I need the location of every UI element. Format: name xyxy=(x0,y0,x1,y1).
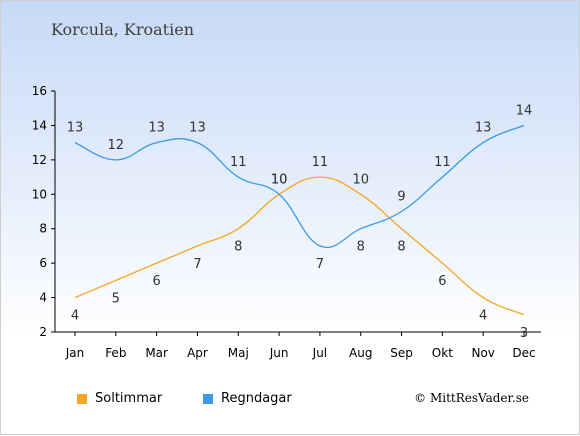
data-label-regndagar: 10 xyxy=(271,172,288,187)
x-tick-label: Maj xyxy=(228,346,249,360)
x-tick-label: Okt xyxy=(432,346,453,360)
legend-swatch xyxy=(77,393,87,404)
legend-item-soltimmar: Soltimmar xyxy=(77,391,162,406)
data-label-soltimmar: 6 xyxy=(438,274,446,289)
y-tick-label: 4 xyxy=(39,291,47,305)
copyright-text: © MittResVader.se xyxy=(414,391,529,405)
data-label-soltimmar: 8 xyxy=(397,240,405,255)
y-tick-label: 14 xyxy=(32,118,47,132)
y-tick-label: 8 xyxy=(39,222,47,236)
y-tick-label: 6 xyxy=(39,256,47,270)
data-label-regndagar: 11 xyxy=(230,155,247,170)
data-label-regndagar: 13 xyxy=(67,121,84,136)
x-tick-label: Sep xyxy=(390,346,413,360)
data-label-soltimmar: 8 xyxy=(234,240,242,255)
data-label-regndagar: 14 xyxy=(516,103,533,118)
y-tick-label: 2 xyxy=(39,325,47,339)
data-label-regndagar: 13 xyxy=(148,121,165,136)
x-tick-label: Dec xyxy=(512,346,535,360)
x-tick-label: Jun xyxy=(269,346,289,360)
x-tick-label: Nov xyxy=(471,346,494,360)
data-label-regndagar: 13 xyxy=(475,121,492,136)
data-label-soltimmar: 5 xyxy=(112,291,120,306)
data-label-soltimmar: 4 xyxy=(71,309,79,324)
chart-title: Korcula, Kroatien xyxy=(51,20,194,39)
data-label-soltimmar: 6 xyxy=(152,274,160,289)
data-label-regndagar: 12 xyxy=(108,138,125,153)
legend-swatch xyxy=(203,393,213,404)
legend-label: Soltimmar xyxy=(95,391,163,406)
series-line-regndagar xyxy=(74,124,525,249)
x-tick-label: Jan xyxy=(65,346,85,360)
data-label-soltimmar: 10 xyxy=(271,172,288,187)
data-label-soltimmar: 4 xyxy=(479,309,487,324)
x-tick-label: Mar xyxy=(145,346,168,360)
data-label-regndagar: 13 xyxy=(189,121,206,136)
data-label-soltimmar: 11 xyxy=(312,155,329,170)
x-tick-label: Apr xyxy=(187,346,208,360)
data-label-soltimmar: 10 xyxy=(352,172,369,187)
series-line-soltimmar xyxy=(74,176,525,316)
legend-label: Regndagar xyxy=(221,391,292,406)
y-tick-label: 10 xyxy=(32,187,47,201)
y-tick-label: 16 xyxy=(32,84,47,98)
y-tick-label: 12 xyxy=(32,153,47,167)
legend-item-regndagar: Regndagar xyxy=(203,391,292,406)
data-label-soltimmar: 7 xyxy=(193,257,201,272)
x-tick-label: Jul xyxy=(312,346,327,360)
x-tick-label: Aug xyxy=(349,346,372,360)
data-label-regndagar: 7 xyxy=(316,257,324,272)
data-label-soltimmar: 3 xyxy=(520,326,528,341)
x-tick-label: Feb xyxy=(105,346,126,360)
data-label-regndagar: 9 xyxy=(397,190,405,205)
data-label-regndagar: 8 xyxy=(357,240,365,255)
data-label-regndagar: 11 xyxy=(434,155,451,170)
